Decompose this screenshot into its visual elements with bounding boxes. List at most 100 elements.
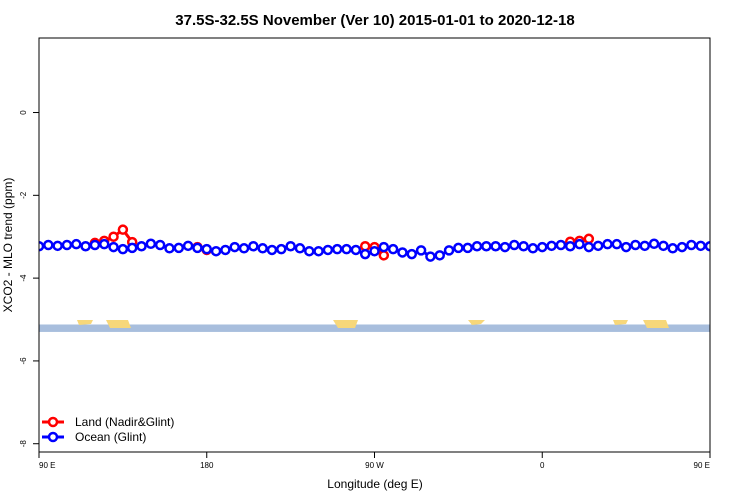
- ocean-series-point: [434, 250, 445, 261]
- ocean-series-point: [658, 240, 669, 252]
- ocean-series-point: [527, 243, 539, 254]
- land-australia-repeat: [613, 320, 628, 325]
- ocean-series-point: [39, 240, 45, 252]
- legend-item-land: Land (Nadir&Glint): [42, 415, 174, 429]
- ocean-series-point: [518, 240, 529, 252]
- ocean-series-point: [220, 244, 231, 256]
- ocean-series-point: [117, 243, 129, 255]
- ocean-series-point: [704, 240, 710, 252]
- ocean-series-point: [80, 240, 91, 252]
- y-axis-label: XCO2 - MLO trend (ppm): [1, 178, 15, 313]
- land-series-point: [117, 224, 129, 235]
- ocean-series-point: [667, 243, 678, 254]
- ocean-series-point: [350, 244, 362, 256]
- x-axis: 90 E 180 90 W 0 90 E: [38, 452, 711, 470]
- legend: Land (Nadir&Glint) Ocean (Glint): [42, 415, 174, 444]
- land-south-africa: [468, 320, 485, 325]
- ocean-series-point: [52, 240, 63, 252]
- land-series-point: [378, 250, 390, 261]
- ocean-series-point: [499, 241, 511, 253]
- ocean-series-point: [387, 243, 399, 255]
- ocean-series-point: [397, 247, 408, 258]
- ocean-series-point: [574, 238, 585, 250]
- ocean-series-point: [546, 240, 557, 252]
- ocean-series-point: [266, 244, 278, 256]
- ocean-series-point: [686, 239, 697, 251]
- legend-land-marker: [47, 416, 59, 428]
- legend-ocean-label: Ocean (Glint): [75, 430, 146, 444]
- ocean-series-point: [648, 238, 660, 250]
- x-tick-label: 0: [540, 461, 545, 470]
- ocean-series-point: [154, 239, 166, 251]
- x-axis-label: Longitude (deg E): [327, 477, 422, 491]
- land-australia: [77, 320, 93, 325]
- ocean-series-point: [285, 240, 296, 252]
- ocean-series-point: [695, 240, 706, 252]
- ocean-series-point: [481, 240, 492, 252]
- ocean-series-point: [490, 240, 501, 252]
- x-tick-label: 90 E: [694, 461, 710, 470]
- ocean-series-point: [304, 245, 315, 257]
- ocean-series-point: [583, 241, 595, 253]
- ocean-series-point: [238, 243, 250, 254]
- ocean-series-point: [462, 242, 473, 254]
- ocean-series-point: [43, 239, 54, 251]
- ocean-series-point: [294, 243, 306, 254]
- chart-title: 37.5S-32.5S November (Ver 10) 2015-01-01…: [175, 12, 574, 29]
- ocean-series-point: [98, 238, 110, 250]
- ocean-series-point: [359, 248, 371, 260]
- x-tick-label: 90 E: [39, 461, 55, 470]
- y-tick-label: 0: [19, 110, 28, 115]
- ocean-series-point: [602, 238, 613, 250]
- ocean-series-point: [201, 243, 212, 255]
- ocean-series-point: [331, 243, 343, 255]
- ocean-series-point: [173, 242, 185, 254]
- ocean-series-point: [443, 245, 455, 256]
- ocean-series-point: [182, 240, 194, 252]
- ocean-series-point: [71, 238, 82, 250]
- ocean-series-point: [509, 239, 520, 251]
- ocean-series-point: [425, 251, 436, 262]
- ocean-series-point: [229, 241, 240, 253]
- ocean-series-point: [164, 243, 175, 254]
- ocean-series-point: [471, 240, 483, 252]
- ocean-series-point: [61, 239, 73, 251]
- legend-item-ocean: Ocean (Glint): [42, 430, 146, 444]
- plot-frame: [38, 37, 711, 453]
- ocean-series-point: [341, 243, 352, 255]
- ocean-series-point: [192, 242, 203, 254]
- ocean-series-point: [210, 245, 222, 257]
- series-layer: [39, 224, 710, 262]
- land-new-zealand-repeat: [643, 320, 669, 328]
- y-tick-label: -8: [19, 440, 28, 448]
- land-south-america: [333, 320, 358, 328]
- ocean-series-point: [611, 238, 623, 250]
- ocean-series-point: [89, 239, 101, 251]
- ocean-series-point: [630, 239, 641, 251]
- ocean-series-point: [406, 248, 418, 260]
- legend-land-label: Land (Nadir&Glint): [75, 415, 174, 429]
- ocean-series-point: [378, 241, 390, 253]
- ocean-series-point: [555, 239, 567, 251]
- ocean-series-point: [564, 240, 576, 252]
- x-tick-label: 90 W: [365, 461, 384, 470]
- ocean-series-point: [639, 240, 651, 252]
- ocean-series-point: [108, 241, 119, 253]
- y-tick-label: -2: [19, 191, 28, 199]
- land-series-point: [583, 233, 595, 245]
- y-axis: 0 -2 -4 -6 -8: [19, 110, 39, 448]
- ocean-series-point: [676, 241, 688, 253]
- ocean-series-point: [415, 245, 427, 256]
- ocean-series-point: [453, 242, 464, 254]
- x-tick-label: 180: [200, 461, 214, 470]
- ocean-series-point: [248, 240, 259, 252]
- ocean-series-point: [276, 243, 287, 255]
- ocean-series-point: [369, 245, 380, 257]
- ocean-series-point: [537, 241, 548, 253]
- y-tick-label: -4: [19, 274, 28, 282]
- ocean-series-point: [322, 244, 334, 256]
- ocean-series-point: [126, 242, 138, 254]
- ocean-band: [39, 324, 710, 332]
- ocean-series-point: [313, 245, 324, 257]
